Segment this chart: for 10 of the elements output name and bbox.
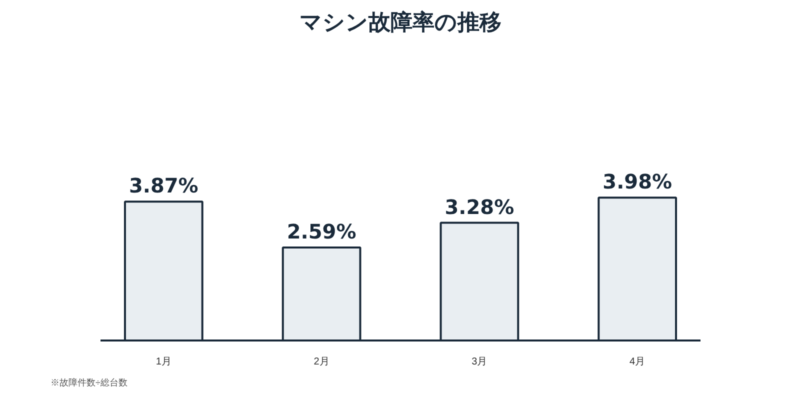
data-label: 3.87% xyxy=(128,174,198,198)
x-tick-label: 3月 xyxy=(472,356,488,368)
data-label: 2.59% xyxy=(286,220,356,244)
x-tick-label: 4月 xyxy=(630,356,646,368)
x-tick-label: 1月 xyxy=(156,356,172,368)
chart-title: マシン故障率の推移 xyxy=(300,10,502,36)
text: ※故障件数÷総台数 xyxy=(50,378,128,388)
x-tick-label: 2月 xyxy=(314,356,330,368)
data-label: 3.28% xyxy=(444,194,514,219)
data-label: 3.98% xyxy=(602,170,672,194)
